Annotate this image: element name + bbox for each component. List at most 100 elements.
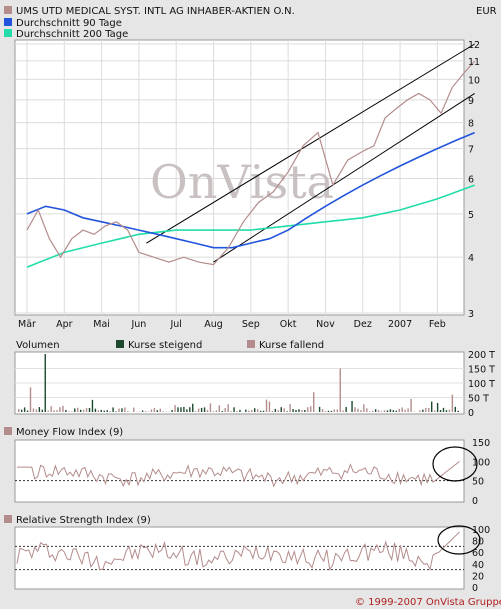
trend-channel-line: [146, 43, 475, 244]
volume-bar: [233, 407, 235, 412]
volume-bar: [177, 407, 179, 412]
rsi-grid: [15, 545, 464, 571]
volume-bar: [248, 410, 250, 412]
price-y-ticks: 3 4 5 6 7 8 9 10 11 12: [468, 40, 480, 320]
price-y-tick-label: 9: [468, 96, 474, 107]
legend-price-label: UMS UTD MEDICAL SYST. INTL AG INHABER-AK…: [16, 6, 295, 17]
mfi-highlight-circle: [432, 446, 478, 482]
volume-bar: [50, 406, 52, 412]
volume-bar: [203, 407, 206, 412]
volume-bar: [398, 408, 400, 412]
volume-bar: [351, 400, 353, 412]
trend-channel-line: [213, 93, 475, 263]
volume-bar: [127, 411, 129, 412]
volume-bar: [318, 406, 321, 412]
volume-bar: [392, 410, 395, 412]
volume-bar: [374, 409, 377, 412]
month-ticks: Mär Apr Mai Jun Jul Aug Sep Okt Nov Dez 2007 Feb: [18, 319, 446, 330]
volume-bar: [277, 410, 279, 412]
volume-bar: [239, 409, 241, 412]
volume-y-ticks: 200 T 150 T 100 T 50 T 0: [468, 350, 495, 419]
mfi-y-tick-label: 50: [472, 477, 484, 488]
volume-bar: [404, 409, 406, 412]
volume-bar: [59, 407, 61, 412]
price-y-tick-label: 10: [468, 75, 480, 86]
volume-bar: [363, 404, 365, 412]
price-y-tick-label: 4: [468, 253, 474, 264]
volume-bar: [47, 410, 49, 412]
volume-bar: [369, 411, 371, 412]
volume-bar: [212, 411, 215, 412]
volume-bar: [442, 407, 445, 412]
legend-ma200-label: Durchschnitt 200 Tage: [16, 29, 128, 40]
price-series-line: [26, 60, 476, 266]
volume-bar: [283, 408, 285, 412]
legend-swatch-mfi: [4, 427, 12, 435]
price-grid: [15, 40, 464, 315]
volume-bar: [156, 410, 159, 412]
volume-bar: [342, 410, 344, 412]
volume-bar: [245, 409, 247, 412]
legend-ma90-label: Durchschnitt 90 Tage: [16, 18, 122, 29]
volume-bar: [280, 407, 282, 412]
volume-bar: [68, 411, 70, 412]
price-y-tick-label: 5: [468, 210, 474, 221]
copyright: © 1999-2007 OnVista Gruppe: [355, 597, 501, 608]
volume-bar: [206, 410, 209, 412]
mfi-y-tick-label: 0: [472, 496, 478, 507]
volume-y-tick-label: 200 T: [468, 350, 495, 361]
volume-bar: [115, 411, 117, 412]
volume-bar: [144, 411, 147, 412]
ma90-series-line: [26, 131, 476, 249]
volume-bar: [304, 410, 306, 412]
price-y-tick-label: 6: [468, 175, 474, 186]
legend-down-label: Kurse fallend: [259, 340, 324, 351]
volume-bar: [301, 409, 303, 412]
volume-bars: [18, 354, 459, 412]
volume-bar: [236, 411, 238, 412]
volume-bar: [433, 410, 436, 412]
volume-bar: [292, 409, 294, 412]
rsi-y-tick-label: 20: [472, 571, 484, 582]
volume-bar: [256, 409, 259, 412]
volume-bar: [121, 408, 123, 412]
volume-bar: [401, 407, 403, 412]
volume-bar: [91, 399, 94, 412]
mfi-title: Money Flow Index (9): [16, 427, 123, 438]
price-lines: [26, 43, 476, 268]
volume-bar: [295, 409, 297, 412]
volume-bar: [324, 411, 327, 412]
rsi-y-tick-label: 0: [472, 583, 478, 594]
mfi-y-tick-label: 150: [472, 438, 490, 449]
volume-title: Volumen: [16, 340, 60, 351]
rsi-panel: [14, 526, 465, 590]
ma200-series-line: [26, 184, 475, 268]
volume-bar: [35, 409, 38, 412]
volume-y-tick-label: 100 T: [468, 379, 495, 390]
mfi-panel: [14, 439, 465, 503]
volume-bar: [383, 410, 386, 412]
month-tick-label: Okt: [280, 319, 297, 330]
mfi-y-tick-label: 100: [472, 457, 490, 468]
volume-bar: [82, 409, 85, 412]
volume-bar: [44, 354, 46, 412]
volume-bar: [268, 401, 271, 412]
rsi-y-tick-label: 80: [472, 537, 484, 548]
volume-bar: [339, 368, 341, 412]
month-tick-label: Dez: [354, 319, 372, 330]
rsi-line: [16, 531, 460, 571]
volume-bar: [251, 409, 253, 412]
volume-bar: [18, 409, 20, 412]
legend-swatch-rsi: [4, 515, 12, 523]
volume-bar: [457, 410, 459, 412]
volume-bar: [65, 409, 67, 412]
rsi-y-tick-label: 100: [472, 525, 490, 536]
volume-bar: [310, 406, 312, 412]
volume-bar: [103, 410, 105, 412]
mfi-series-line: [17, 460, 460, 488]
volume-bar: [26, 410, 29, 412]
volume-bar: [221, 411, 223, 412]
volume-bar: [141, 410, 144, 412]
